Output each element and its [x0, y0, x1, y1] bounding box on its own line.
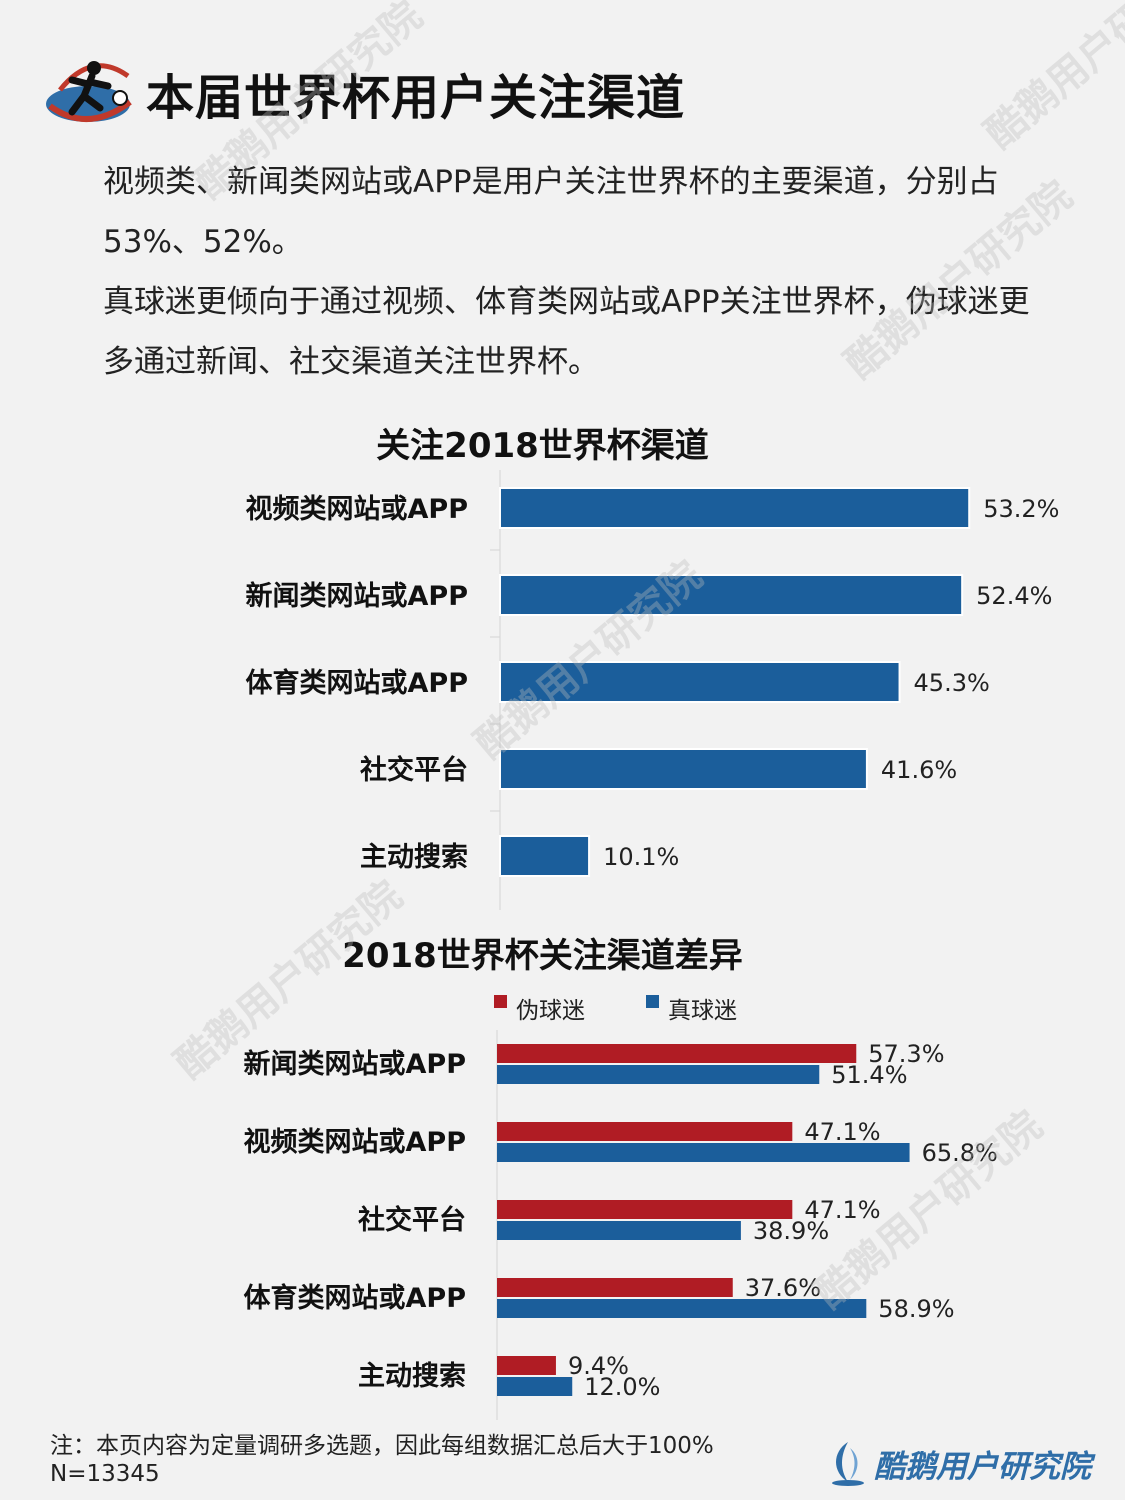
chart1-value-label: 53.2%	[983, 495, 1059, 523]
legend-label: 真球迷	[668, 998, 737, 1024]
chart2-value-label: 57.3%	[868, 1040, 944, 1068]
chart1-title: 关注2018世界杯渠道	[376, 426, 709, 466]
page-title: 本届世界杯用户关注渠道	[146, 70, 686, 126]
chart2-category-label: 新闻类网站或APP	[244, 1048, 466, 1080]
chart2-value-label: 12.0%	[584, 1373, 660, 1401]
chart2-value-label: 58.9%	[878, 1295, 954, 1323]
chart1-bar	[499, 487, 971, 529]
chart2-category-label: 社交平台	[358, 1204, 466, 1236]
legend-swatch	[494, 995, 507, 1008]
chart1-value-label: 52.4%	[976, 582, 1052, 610]
sample-size: N=13345	[50, 1461, 160, 1487]
chart1-bar	[499, 661, 901, 703]
chart2-category-label: 视频类网站或APP	[244, 1127, 466, 1158]
footnote-text: 注：本页内容为定量调研多选题，因此每组数据汇总后大于100%	[50, 1433, 714, 1459]
chart2-bar	[497, 1278, 733, 1297]
chart2-value-label: 65.8%	[922, 1139, 998, 1167]
chart2-bar	[497, 1143, 910, 1162]
intro-text: 视频类、新闻类网站或APP是用户关注世界杯的主要渠道，分别占53%、52%。 真…	[103, 152, 1043, 392]
watermark-text: 酷鹅用户研究院	[977, 0, 1125, 158]
chart2-bar	[497, 1356, 556, 1375]
chart1-category-label: 社交平台	[360, 754, 468, 786]
chart2-value-label: 9.4%	[568, 1352, 629, 1380]
chart1-bar	[499, 574, 964, 616]
legend-swatch	[646, 995, 659, 1008]
chart1-category-label: 视频类网站或APP	[246, 494, 468, 525]
chart2-bar	[497, 1065, 820, 1084]
chart2-value-label: 47.1%	[804, 1196, 880, 1224]
channel-bar-chart: 视频类网站或APP 53.2% 新闻类网站或APP 52.4% 体育类网站或APP 45.…	[246, 470, 1059, 910]
chart1-bar	[499, 748, 868, 790]
chart2-category-label: 主动搜索	[358, 1361, 466, 1392]
chart2-bar	[497, 1377, 573, 1396]
chart2-bar	[497, 1221, 741, 1240]
chart1-category-label: 新闻类网站或APP	[246, 580, 468, 612]
chart2-value-label: 51.4%	[831, 1061, 907, 1089]
chart2-value-label: 38.9%	[753, 1217, 829, 1245]
chart1-value-label: 41.6%	[881, 756, 957, 784]
chart1-value-label: 10.1%	[603, 843, 679, 871]
legend-label: 伪球迷	[516, 998, 585, 1024]
chart1-bar	[499, 835, 591, 877]
chart2-bar	[497, 1122, 793, 1141]
chart1-category-label: 体育类网站或APP	[246, 667, 468, 699]
chart2-category-label: 体育类网站或APP	[244, 1282, 466, 1314]
chart1-category-label: 主动搜索	[360, 842, 468, 873]
intro-paragraph-2: 真球迷更倾向于通过视频、体育类网站或APP关注世界杯，伪球迷更多通过新闻、社交渠…	[103, 284, 1030, 380]
chart2-title: 2018世界杯关注渠道差异	[342, 936, 743, 976]
intro-paragraph-1: 视频类、新闻类网站或APP是用户关注世界杯的主要渠道，分别占53%、52%。	[103, 164, 999, 260]
brand-name: 酷鹅用户研究院	[874, 1449, 1091, 1485]
brand-logo-icon	[832, 1442, 864, 1486]
chart2-bar	[497, 1299, 867, 1318]
chart2-bar	[497, 1044, 857, 1063]
footnote: 注：本页内容为定量调研多选题，因此每组数据汇总后大于100% N=13345	[50, 1432, 714, 1488]
chart1-value-label: 45.3%	[914, 669, 990, 697]
chart2-value-label: 37.6%	[745, 1274, 821, 1302]
soccer-player-logo-icon	[46, 61, 132, 122]
channel-difference-bar-chart: 伪球迷 真球迷 57.3%51.4% 新闻类网站或APP 47.1% 65.8% 视频类网站…	[244, 995, 998, 1420]
chart2-value-label: 47.1%	[804, 1118, 880, 1146]
chart2-bar	[497, 1200, 793, 1219]
